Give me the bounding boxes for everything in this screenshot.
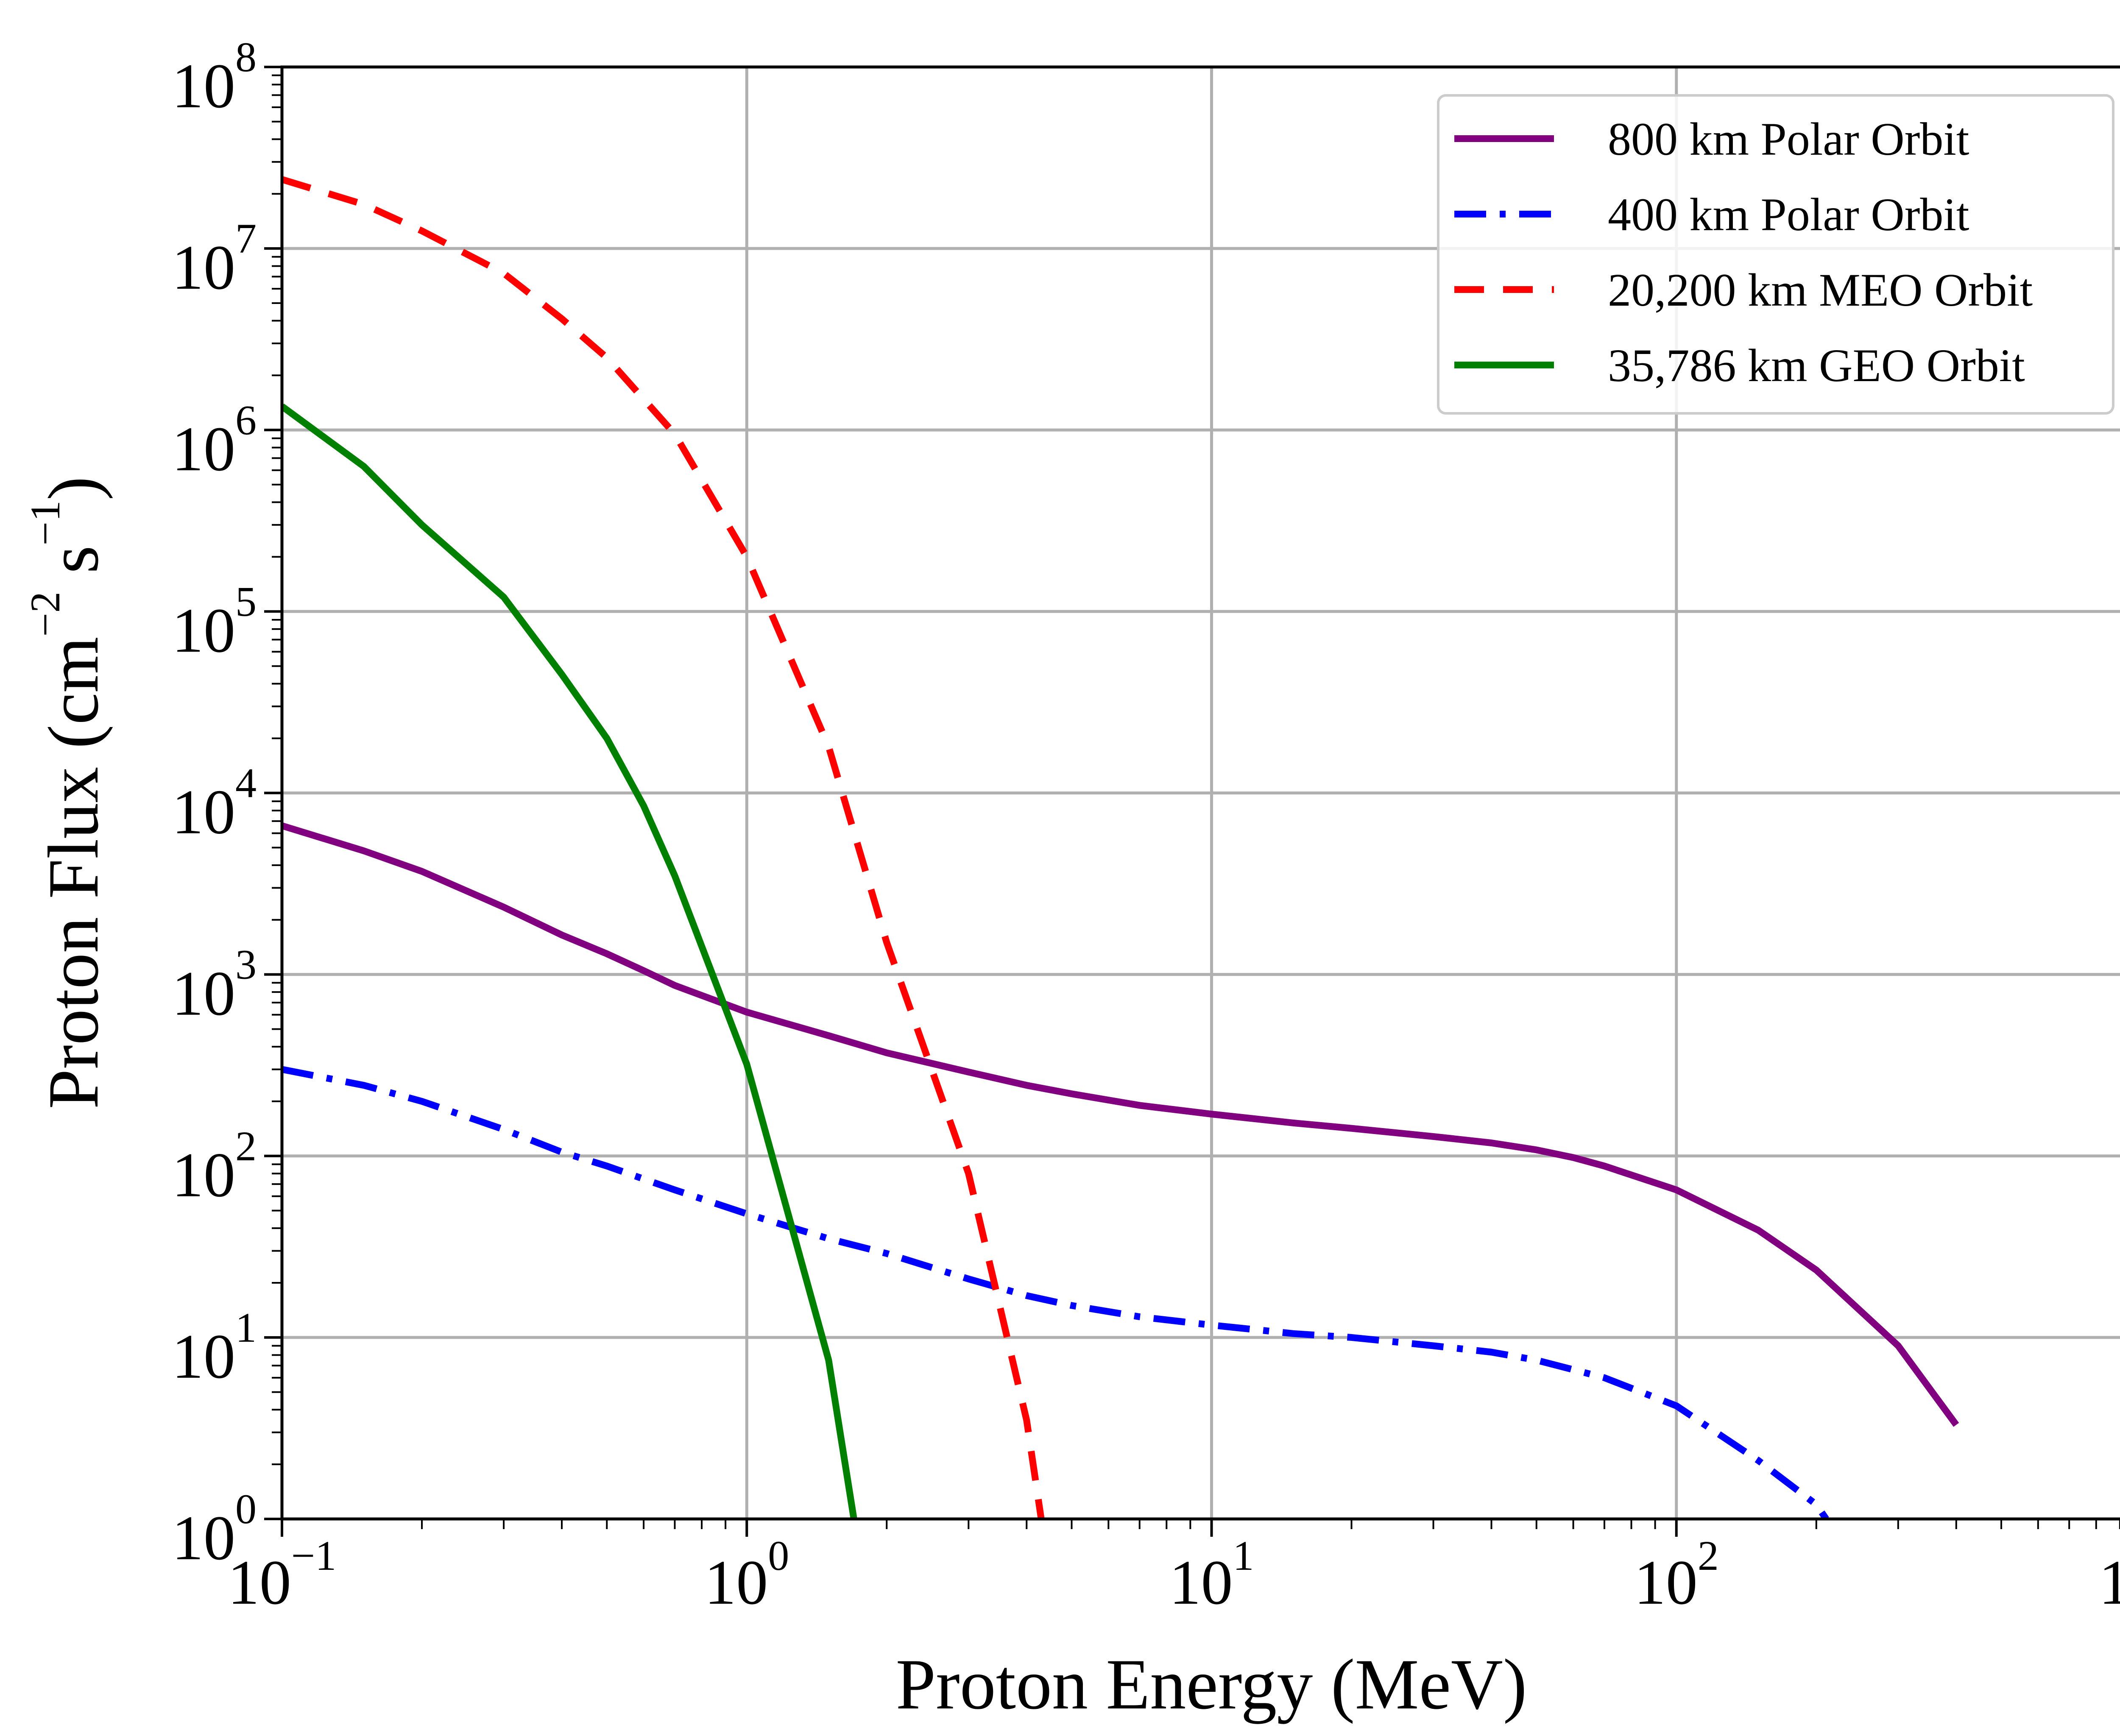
legend-label-4: 35,786 km GEO Orbit	[1608, 340, 2025, 391]
y-tick-label: 104	[172, 760, 257, 847]
legend-label-3: 20,200 km MEO Orbit	[1608, 264, 2033, 316]
y-tick-label: 103	[172, 941, 257, 1029]
grid	[280, 65, 2120, 1521]
y-tick-label: 106	[172, 396, 257, 484]
y-tick-label: 107	[172, 215, 257, 303]
x-axis-title: Proton Energy (MeV)	[896, 1644, 1527, 1724]
y-tick-label: 101	[172, 1304, 257, 1392]
y-tick-label: 108	[172, 33, 257, 121]
legend-box	[1437, 94, 2114, 415]
minor-ticks	[272, 74, 2120, 1529]
series-line-4	[282, 404, 857, 1519]
legend: 800 km Polar Orbit 400 km Polar Orbit 20,2…	[1437, 94, 2114, 415]
x-tick-label: 100	[704, 1532, 789, 1618]
legend-label-2: 400 km Polar Orbit	[1608, 189, 1969, 240]
series-line-1	[282, 822, 1959, 1427]
y-tick-label: 102	[172, 1123, 257, 1210]
y-tick-labels: 100 101 102 103 104 105 106 107 108	[172, 33, 257, 1573]
x-tick-label: 10−1	[228, 1532, 336, 1618]
y-tick-label: 105	[172, 578, 257, 666]
x-tick-label: 102	[1634, 1532, 1719, 1618]
y-axis-title: Proton Flux (cm−2 s−1)	[22, 476, 113, 1109]
x-tick-label: 103	[2099, 1532, 2120, 1618]
series-group	[282, 176, 1959, 1519]
major-ticks	[264, 66, 1678, 1537]
y-tick-label: 100	[172, 1485, 257, 1573]
legend-label-1: 800 km Polar Orbit	[1608, 113, 1969, 165]
series-line-3	[282, 176, 1045, 1519]
x-tick-label: 101	[1169, 1532, 1254, 1618]
x-tick-labels: 10−1 100 101 102 103	[228, 1532, 2120, 1618]
series-line-2	[282, 1066, 1829, 1519]
